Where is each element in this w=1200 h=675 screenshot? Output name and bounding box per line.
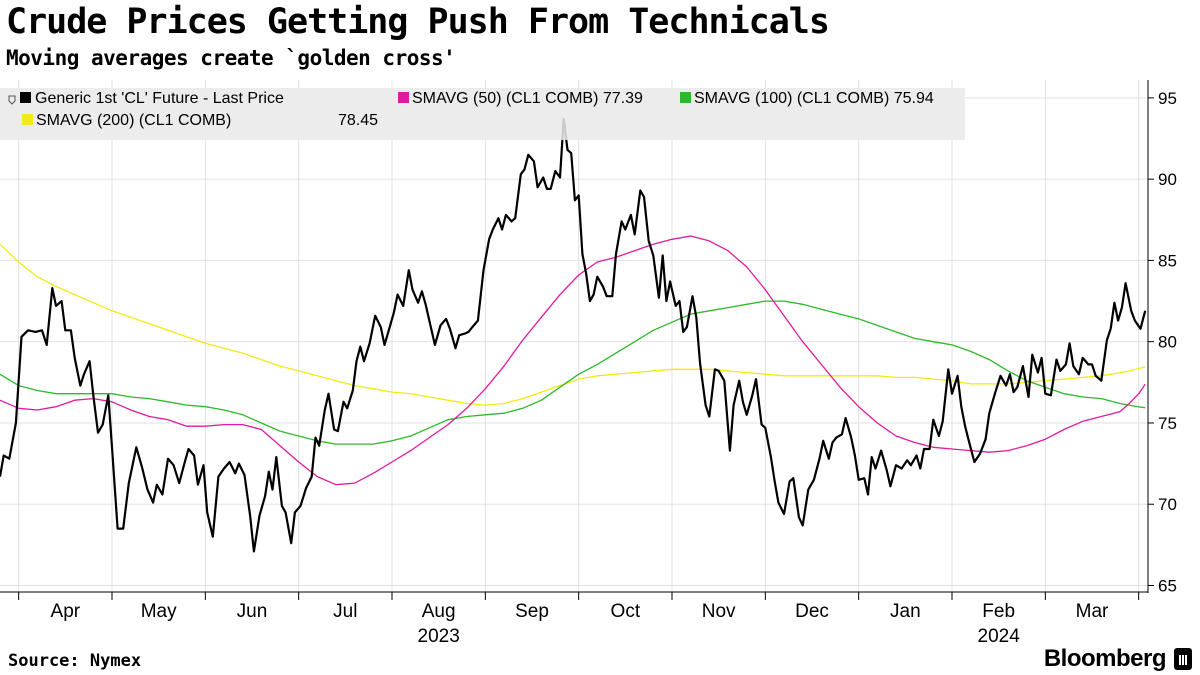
x-tick-label-jan: Jan bbox=[890, 601, 921, 622]
price-series-line bbox=[0, 117, 1147, 553]
x-tick-label-jul: Jul bbox=[333, 601, 357, 622]
x-tick-label-nov: Nov bbox=[702, 601, 736, 622]
sma100-series-line bbox=[0, 300, 1146, 445]
legend-value-sma200: 78.45 bbox=[338, 112, 378, 129]
y-tick-label-70: 70 bbox=[1158, 495, 1177, 514]
gridlines bbox=[0, 80, 1148, 592]
x-tick-label-oct: Oct bbox=[611, 601, 641, 622]
year-label-2023: 2023 bbox=[418, 626, 460, 647]
y-tick-label-75: 75 bbox=[1158, 414, 1177, 433]
legend-swatch-sma50 bbox=[398, 92, 409, 103]
source-note: Source: Nymex bbox=[8, 651, 142, 671]
sma200-series-line bbox=[0, 243, 1146, 406]
y-tick-label-90: 90 bbox=[1158, 170, 1177, 189]
x-tick-label-dec: Dec bbox=[795, 601, 829, 622]
price-line-group bbox=[0, 117, 1147, 553]
y-tick-label-65: 65 bbox=[1158, 576, 1177, 595]
legend-swatch-sma200 bbox=[22, 114, 33, 125]
legend-label-sma200: SMAVG (200) (CL1 COMB) bbox=[36, 112, 231, 129]
x-tick-label-may: May bbox=[141, 601, 177, 622]
x-tick-label-feb: Feb bbox=[982, 601, 1015, 622]
axes: 65 70 75 80 85 90 95 Apr May Jun Jul Aug Sep Oct Nov De… bbox=[0, 80, 1177, 647]
chart-title: Crude Prices Getting Push From Technical… bbox=[6, 2, 830, 42]
legend-label-sma100: SMAVG (100) (CL1 COMB) 75.94 bbox=[694, 90, 934, 107]
sma50-series-line bbox=[0, 235, 1146, 486]
legend-label-sma50: SMAVG (50) (CL1 COMB) 77.39 bbox=[412, 90, 643, 107]
y-tick-label-95: 95 bbox=[1158, 89, 1177, 108]
chart-subtitle: Moving averages create `golden cross' bbox=[6, 46, 456, 70]
x-tick-label-aug: Aug bbox=[422, 601, 456, 622]
x-tick-label-sep: Sep bbox=[515, 601, 549, 622]
x-tick-label-mar: Mar bbox=[1076, 601, 1109, 622]
y-tick-label-80: 80 bbox=[1158, 333, 1177, 352]
legend-panel bbox=[0, 88, 965, 140]
bloomberg-chart-icon bbox=[1174, 648, 1192, 670]
legend: Generic 1st 'CL' Future - Last Price SMAV… bbox=[0, 88, 965, 140]
legend-label-price: Generic 1st 'CL' Future - Last Price bbox=[35, 90, 284, 107]
x-tick-label-apr: Apr bbox=[51, 601, 81, 622]
moving-average-lines bbox=[0, 235, 1146, 486]
bloomberg-logo: Bloomberg bbox=[1043, 645, 1167, 672]
pin-icon bbox=[8, 95, 16, 105]
y-tick-label-85: 85 bbox=[1158, 251, 1177, 270]
legend-swatch-price bbox=[20, 92, 31, 103]
year-label-2024: 2024 bbox=[978, 626, 1021, 647]
x-tick-label-jun: Jun bbox=[237, 601, 268, 622]
legend-swatch-sma100 bbox=[680, 92, 691, 103]
